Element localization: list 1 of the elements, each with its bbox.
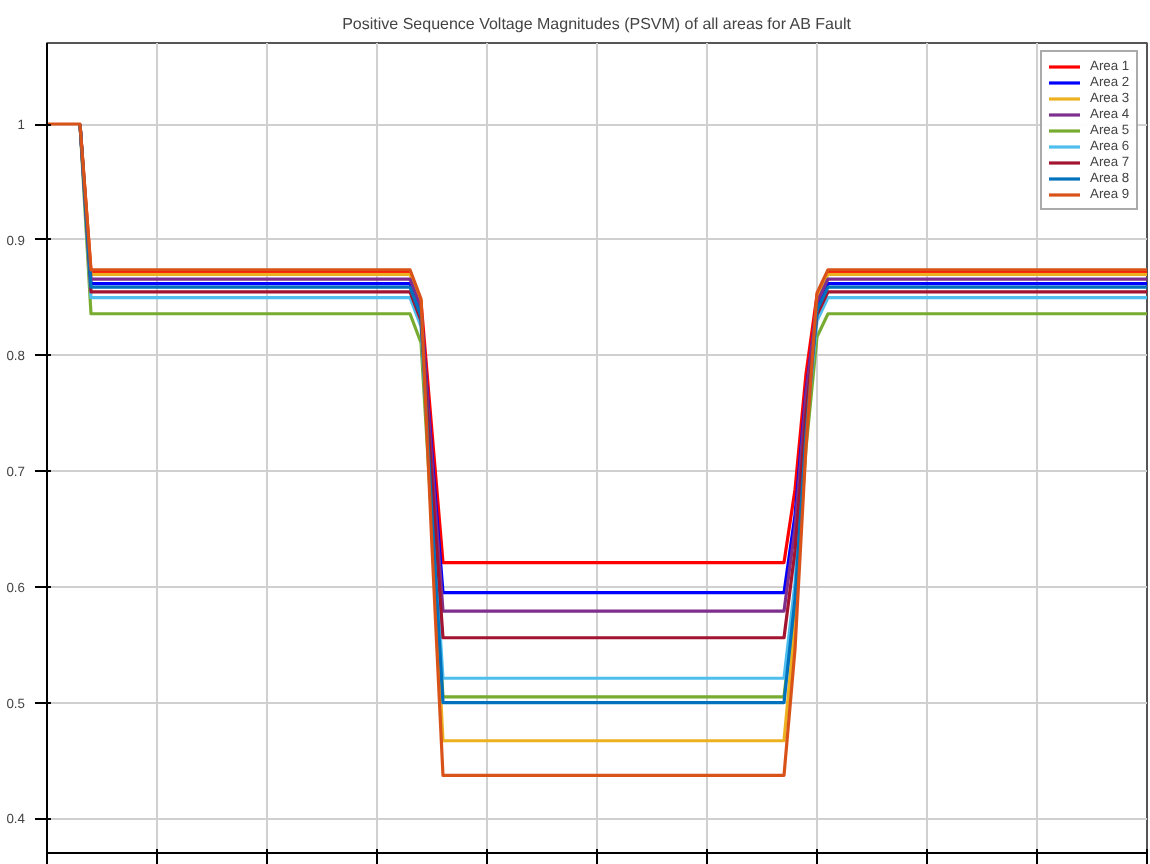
chart-title: Positive Sequence Voltage Magnitudes (PSVM) of all areas for AB Fault xyxy=(342,15,853,33)
